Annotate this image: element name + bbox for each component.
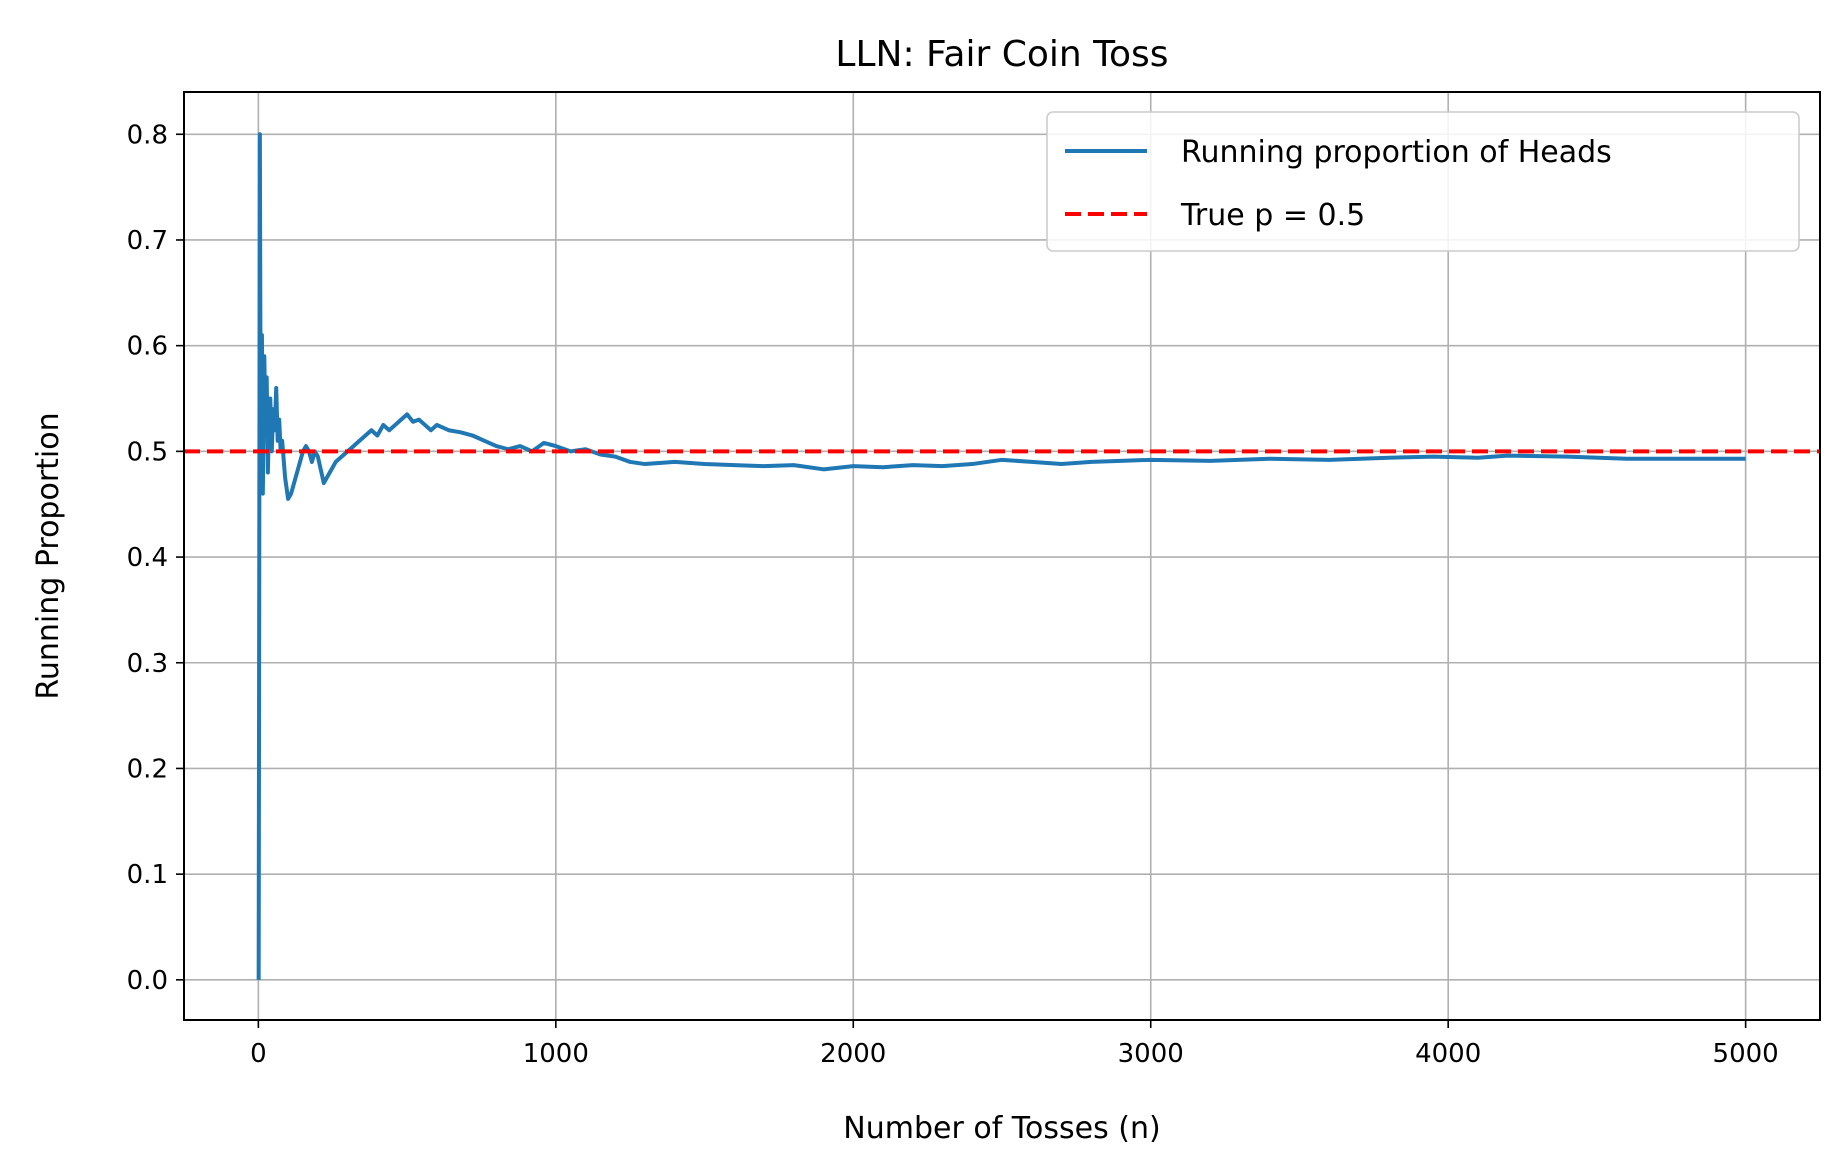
x-axis-ticks: 0 1000 2000 3000 4000 5000 [250,1020,1779,1069]
series-line-running-proportion [256,132,1746,980]
plot-frame [183,91,1821,1021]
x-axis-label: Number of Tosses (n) [843,1111,1160,1146]
x-tick-label: 0 [250,1039,267,1069]
y-tick-label: 0.2 [127,754,168,784]
legend-label: True p = 0.5 [1180,198,1365,233]
chart-title: LLN: Fair Coin Toss [835,34,1168,75]
y-tick-label: 0.4 [127,543,168,573]
x-tick-label: 1000 [523,1039,589,1069]
x-tick-label: 4000 [1415,1039,1481,1069]
legend: Running proportion of Heads True p = 0.5 [1046,111,1800,252]
y-axis-label: Running Proportion [31,412,66,699]
y-tick-label: 0.1 [127,860,168,890]
y-tick-label: 0.3 [127,649,168,679]
y-tick-label: 0.6 [127,332,168,362]
y-tick-label: 0.7 [127,226,168,256]
y-tick-label: 0.0 [127,966,168,996]
y-axis-ticks: 0.0 0.1 0.2 0.3 0.4 0.5 0.6 0.7 0.8 [127,120,184,996]
legend-label: Running proportion of Heads [1181,135,1612,170]
x-tick-label: 2000 [820,1039,886,1069]
series-layer [184,132,1820,980]
y-tick-label: 0.5 [127,437,168,467]
x-tick-label: 3000 [1118,1039,1184,1069]
x-tick-label: 5000 [1713,1039,1779,1069]
legend-box [1046,111,1800,252]
y-tick-label: 0.8 [127,120,168,150]
